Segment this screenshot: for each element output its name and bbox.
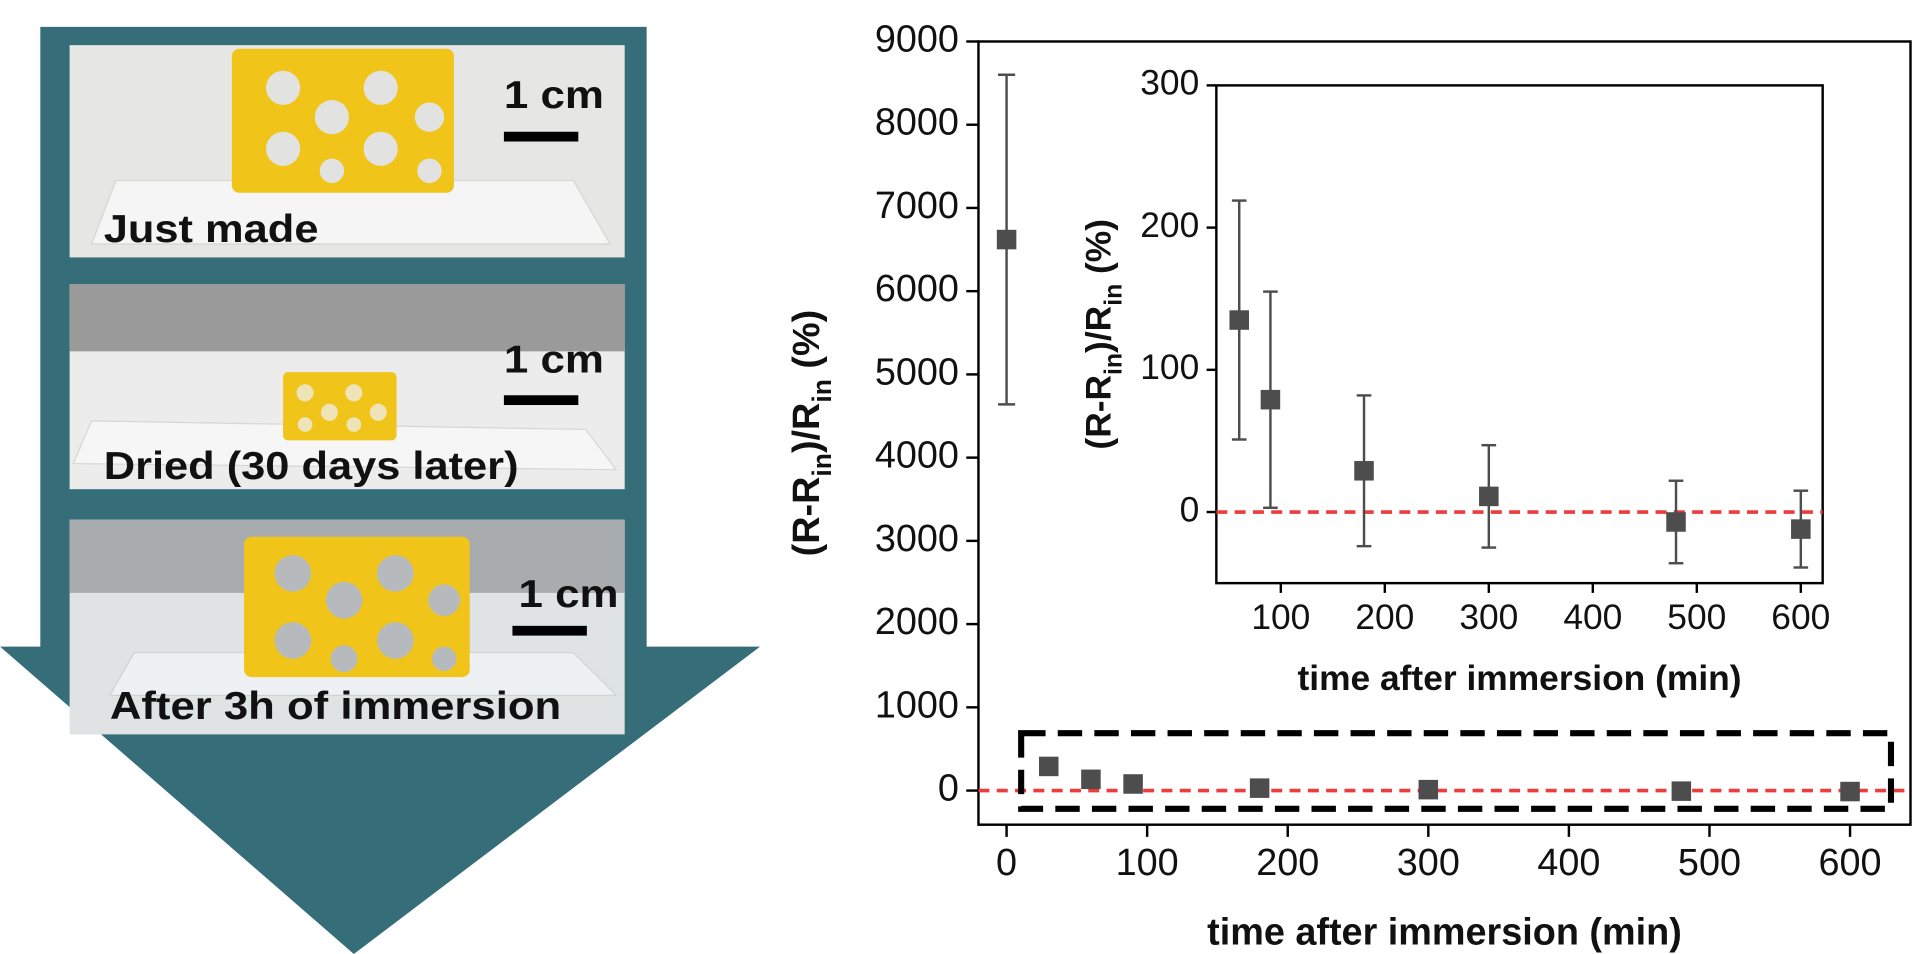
holes [296, 384, 387, 432]
y-tick-label: 0 [1180, 490, 1200, 529]
scale-bar [503, 395, 579, 406]
x-tick-label: 500 [1667, 598, 1726, 637]
x-tick-label: 100 [1116, 842, 1179, 884]
y-axis-label: (R-Rin)/Rin (%) [786, 310, 837, 557]
photo-label: Just made [104, 208, 319, 251]
y-tick-label: 0 [938, 768, 959, 810]
x-tick-label: 400 [1563, 598, 1622, 637]
y-axis-label-part: )/R [1080, 306, 1119, 353]
y-tick-label: 5000 [875, 351, 959, 393]
photo-label: Dried (30 days later) [104, 445, 519, 488]
x-tick-label: 300 [1459, 598, 1518, 637]
marker [1123, 774, 1143, 794]
photo-label: After 3h of immersion [110, 685, 561, 728]
marker [1081, 769, 1101, 790]
y-tick-label: 7000 [875, 185, 959, 227]
arrow-panel: Just made 1 cm Dried (30 days later) 1 c… [0, 26, 761, 954]
y-tick-label: 3000 [875, 518, 959, 560]
inset-chart: 0 100 200 300 100 200 300 400 500 600 time after i… [1080, 64, 1830, 698]
y-axis-label-part: in [807, 453, 837, 477]
zoom-box [1018, 730, 1895, 812]
x-tick-label: 0 [996, 842, 1017, 884]
y-tick-label: 9000 [875, 18, 959, 60]
marker [1666, 512, 1686, 532]
x-tick-label: 600 [1819, 842, 1882, 884]
plot-frame [1215, 84, 1824, 585]
x-tick-label: 500 [1678, 842, 1741, 884]
y-tick-label: 8000 [875, 102, 959, 144]
y-axis-label-part: in [807, 379, 837, 403]
y-tick-label: 2000 [875, 601, 959, 643]
marker [1249, 778, 1270, 798]
marker [1260, 389, 1281, 410]
y-axis-label-part: (R-R [1080, 375, 1119, 450]
y-tick-label: 200 [1140, 206, 1199, 245]
x-axis-label: time after immersion (min) [1207, 911, 1682, 953]
y-axis-label-part: in [1101, 284, 1128, 306]
y-tick-label: 100 [1140, 348, 1199, 387]
holes [266, 70, 445, 183]
y-tick-label: 6000 [875, 268, 959, 310]
marker [1354, 461, 1374, 481]
scale-label: 1 cm [504, 74, 604, 117]
marker [1791, 519, 1811, 539]
photo-shadow [69, 284, 625, 352]
y-axis-label: (R-Rin)/Rin (%) [1080, 219, 1128, 450]
y-tick-label: 1000 [875, 684, 959, 726]
x-tick-label: 200 [1355, 598, 1414, 637]
x-tick-label: 300 [1397, 842, 1460, 884]
marker [1479, 486, 1499, 507]
marker [996, 229, 1017, 250]
x-tick-label: 200 [1256, 842, 1319, 884]
scale-label: 1 cm [504, 339, 604, 382]
marker [1671, 781, 1692, 801]
y-tick-label: 300 [1140, 64, 1199, 103]
x-tick-label: 600 [1771, 598, 1830, 637]
marker [1840, 781, 1860, 802]
scale-label: 1 cm [519, 573, 619, 616]
marker [1038, 756, 1059, 777]
marker [1229, 310, 1249, 330]
scale-bar [512, 625, 587, 636]
holes [274, 555, 460, 673]
y-axis-label-part: (R-R [786, 477, 828, 557]
scale-bar [503, 131, 579, 142]
y-axis-label-part: in [1101, 353, 1128, 375]
marker [1418, 779, 1439, 800]
y-axis-label-part: (%) [1080, 219, 1119, 284]
y-tick-label: 4000 [875, 435, 959, 477]
y-axis-label-part: (%) [786, 310, 828, 379]
glass-slide [72, 420, 618, 471]
x-axis-label: time after immersion (min) [1297, 659, 1741, 698]
y-axis-label-part: )/R [786, 403, 828, 453]
x-tick-label: 100 [1251, 598, 1310, 637]
x-tick-label: 400 [1537, 842, 1600, 884]
